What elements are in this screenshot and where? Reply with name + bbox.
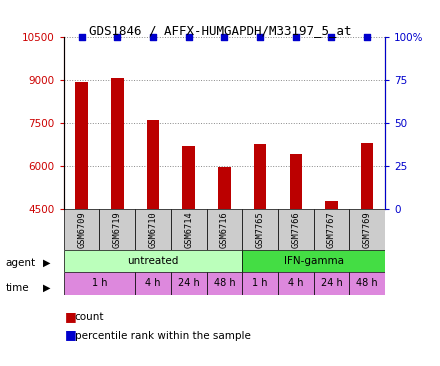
Text: untreated: untreated [127,256,179,266]
Bar [64,209,99,250]
Text: 1 h: 1 h [92,279,107,288]
Bar [314,272,349,295]
Point [114,34,121,40]
Text: time: time [5,283,29,293]
Text: ▶: ▶ [43,258,51,268]
Text: GSM6714: GSM6714 [184,211,193,248]
Text: GSM7765: GSM7765 [256,211,264,248]
Bar [254,144,266,338]
Bar [325,201,338,338]
Text: GSM7767: GSM7767 [327,211,336,248]
Bar [171,209,206,250]
Bar [242,209,278,250]
Point [185,34,192,40]
Text: 4 h: 4 h [288,279,304,288]
Bar [242,250,385,272]
Text: 24 h: 24 h [178,279,200,288]
Bar [111,78,124,338]
Point [78,34,85,40]
Text: count: count [75,312,104,322]
Bar [361,143,374,338]
Bar [218,167,231,338]
Bar [349,209,385,250]
Point [328,34,335,40]
Point [257,34,264,40]
Bar [183,146,195,338]
Bar [278,272,314,295]
Point [150,34,157,40]
Bar [278,209,314,250]
Point [363,34,370,40]
Text: GDS1846 / AFFX-HUMGAPDH/M33197_5_at: GDS1846 / AFFX-HUMGAPDH/M33197_5_at [89,24,351,37]
Bar [171,272,206,295]
Bar [135,209,171,250]
Bar [349,272,385,295]
Text: ■: ■ [65,328,77,341]
Bar [290,154,302,338]
Text: 48 h: 48 h [213,279,235,288]
Bar [64,250,242,272]
Bar [64,272,135,295]
Text: GSM6719: GSM6719 [113,211,122,248]
Bar [135,272,171,295]
Bar [75,82,88,338]
Text: ▶: ▶ [43,283,51,293]
Bar [206,209,242,250]
Text: IFN-gamma: IFN-gamma [284,256,344,266]
Bar [314,209,349,250]
Text: 4 h: 4 h [145,279,161,288]
Text: GSM6710: GSM6710 [149,211,158,248]
Text: GSM6709: GSM6709 [77,211,86,248]
Text: GSM7769: GSM7769 [363,211,372,248]
Bar [206,272,242,295]
Bar [147,120,159,338]
Point [221,34,228,40]
Text: 1 h: 1 h [252,279,268,288]
Text: GSM7766: GSM7766 [291,211,300,248]
Text: 24 h: 24 h [321,279,342,288]
Text: ■: ■ [65,310,77,323]
Text: agent: agent [5,258,35,268]
Bar [242,272,278,295]
Text: percentile rank within the sample: percentile rank within the sample [75,330,251,341]
Bar [99,209,135,250]
Text: GSM6716: GSM6716 [220,211,229,248]
Text: 48 h: 48 h [356,279,378,288]
Point [292,34,299,40]
